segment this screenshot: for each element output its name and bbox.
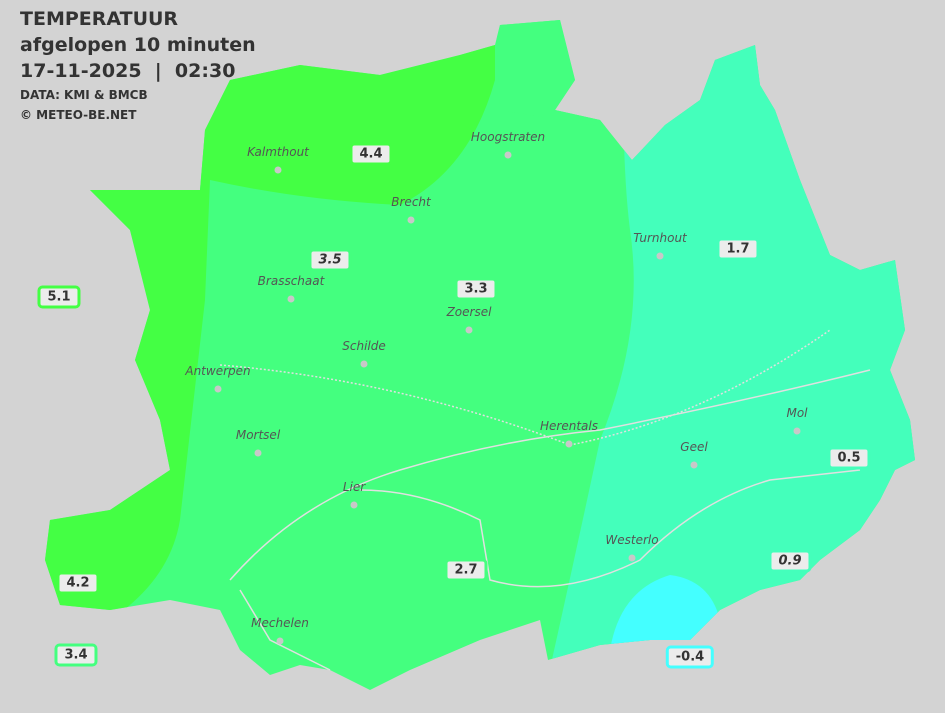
town-label: Brasschaat [257,274,325,288]
town-dot [276,637,284,645]
town-dot [287,295,295,303]
town-label: Schilde [342,339,386,353]
town-label: Kalmthout [247,145,309,159]
town-label: Geel [680,440,708,454]
temperature-reading: 3.4 [54,643,98,667]
town-dot [254,449,262,457]
town-dot [504,151,512,159]
roads [219,329,871,671]
town-label: Turnhout [633,231,687,245]
town-label: Zoersel [446,305,492,319]
temperature-reading: 0.9 [768,549,812,573]
town-dot [360,360,368,368]
town-dot [214,385,222,393]
town-dot [690,461,698,469]
town-dot [793,427,801,435]
data-source: DATA: KMI & BMCB [20,88,148,102]
town-label: Mortsel [235,428,281,442]
temperature-reading: 0.5 [827,446,871,470]
town-dot [656,252,664,260]
town-label: Lier [342,480,366,494]
town-label: Mol [786,406,808,420]
temperature-reading: 5.1 [37,285,81,309]
town-label: Brecht [391,195,431,209]
temperature-reading: 3.5 [308,248,352,272]
map-subtitle: afgelopen 10 minuten [20,34,256,56]
town-dot [628,554,636,562]
town-label: Antwerpen [185,364,251,378]
temperature-reading: 3.3 [454,277,498,301]
copyright: © METEO-BE.NET [20,108,137,122]
temperature-reading: 2.7 [444,558,488,582]
temperature-reading: 4.4 [349,142,393,166]
town-label: Mechelen [251,616,309,630]
town-dot [407,216,415,224]
map-title: TEMPERATUUR [20,8,179,30]
town-dot [565,440,573,448]
temperature-reading: 1.7 [716,237,760,261]
town-dot [274,166,282,174]
map-datetime: 17-11-2025 | 02:30 [20,60,236,82]
town-label: Hoogstraten [470,130,546,144]
temperature-reading: -0.4 [665,645,715,669]
town-label: Herentals [540,419,598,433]
temperature-reading: 4.2 [56,571,100,595]
town-dot [465,326,473,334]
town-dot [350,501,358,509]
town-label: Westerlo [605,533,659,547]
